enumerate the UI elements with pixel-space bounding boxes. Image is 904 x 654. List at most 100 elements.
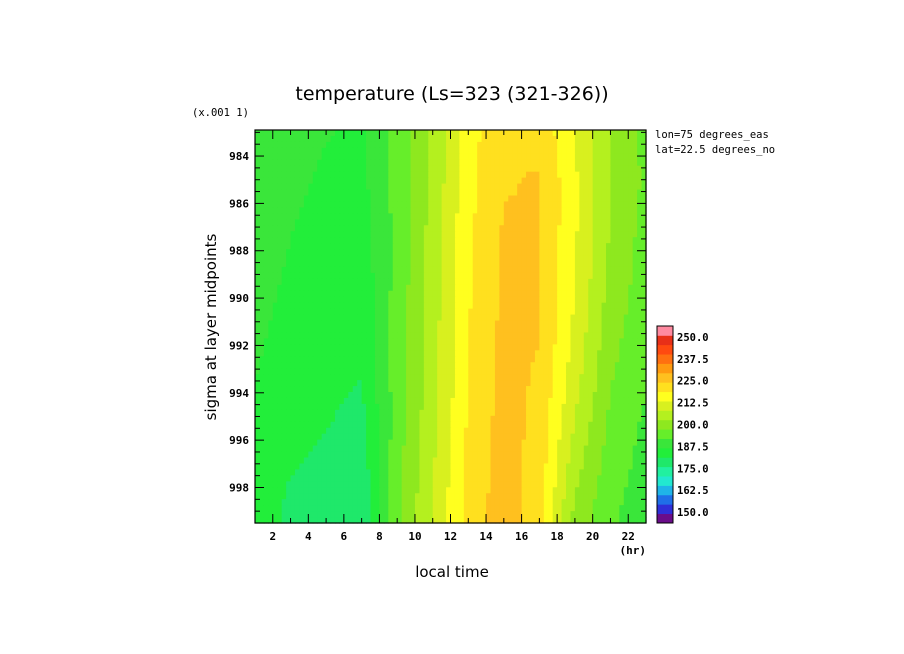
heatmap-cell <box>277 332 283 339</box>
heatmap-cell <box>637 219 643 226</box>
heatmap-cell <box>459 314 465 322</box>
heatmap-cell <box>601 415 607 423</box>
heatmap-cell <box>628 243 634 250</box>
heatmap-cell <box>388 201 394 208</box>
heatmap-cell <box>343 130 349 137</box>
heatmap-cell <box>508 284 514 292</box>
heatmap-cell <box>370 296 376 304</box>
heatmap-cell <box>383 201 389 208</box>
heatmap-cell <box>539 296 545 304</box>
heatmap-cell <box>294 374 301 381</box>
heatmap-cell <box>454 153 460 161</box>
heatmap-cell <box>330 338 336 345</box>
heatmap-cell <box>326 171 332 179</box>
heatmap-cell <box>397 421 403 429</box>
heatmap-cell <box>401 165 407 173</box>
heatmap-cell <box>370 463 376 470</box>
heatmap-cell <box>423 350 429 357</box>
heatmap-cell <box>321 165 327 173</box>
heatmap-cell <box>290 189 296 197</box>
heatmap-cell <box>317 219 323 226</box>
heatmap-cell <box>281 386 287 393</box>
heatmap-cell <box>539 255 545 262</box>
heatmap-cell <box>606 320 612 328</box>
heatmap-cell <box>508 350 514 357</box>
heatmap-cell <box>330 368 336 375</box>
heatmap-cell <box>343 403 349 411</box>
heatmap-cell <box>348 231 354 238</box>
heatmap-cell <box>499 159 505 167</box>
heatmap-cell <box>606 368 612 375</box>
heatmap-cell <box>583 147 589 155</box>
heatmap-cell <box>334 130 341 137</box>
heatmap-cell <box>286 296 292 304</box>
heatmap-cell <box>339 147 345 155</box>
heatmap-cell <box>481 463 487 470</box>
heatmap-cell <box>379 386 385 393</box>
heatmap-cell <box>308 332 314 339</box>
heatmap-cell <box>588 249 594 256</box>
heatmap-cell <box>597 338 603 345</box>
heatmap-cell <box>574 159 580 167</box>
heatmap-cell <box>357 457 363 465</box>
heatmap-cell <box>574 266 580 274</box>
heatmap-cell <box>286 225 292 232</box>
heatmap-cell <box>530 409 536 417</box>
heatmap-cell <box>583 433 589 441</box>
heatmap-cell <box>334 165 341 173</box>
heatmap-cell <box>348 159 354 167</box>
heatmap-cell <box>357 386 363 393</box>
heatmap-cell <box>321 427 327 435</box>
heatmap-cell <box>557 314 563 322</box>
heatmap-cell <box>454 439 460 447</box>
heatmap-cell <box>566 284 572 292</box>
heatmap-cell <box>486 147 492 155</box>
heatmap-cell <box>606 141 612 149</box>
heatmap-cell <box>446 195 452 203</box>
heatmap-cell <box>619 338 625 345</box>
heatmap-cell <box>503 320 509 328</box>
heatmap-cell <box>281 344 287 351</box>
heatmap-cell <box>628 403 634 411</box>
heatmap-cell <box>637 201 643 208</box>
heatmap-cell <box>623 368 629 375</box>
heatmap-cell <box>534 350 540 357</box>
heatmap-cell <box>343 237 349 244</box>
heatmap-cell <box>361 392 367 399</box>
heatmap-cell <box>268 266 274 274</box>
heatmap-cell <box>503 314 509 322</box>
heatmap-cell <box>561 177 567 185</box>
heatmap-cell <box>361 261 367 268</box>
heatmap-cell <box>272 296 278 304</box>
heatmap-cell <box>450 266 456 274</box>
heatmap-cell <box>299 195 305 203</box>
heatmap-cell <box>357 231 363 238</box>
heatmap-cell <box>614 195 620 203</box>
heatmap-cell <box>454 392 460 399</box>
heatmap-cell <box>517 421 523 429</box>
heatmap-cell <box>543 427 549 435</box>
heatmap-cell <box>357 219 363 226</box>
heatmap-cell <box>632 195 638 203</box>
heatmap-cell <box>614 183 620 191</box>
heatmap-cell <box>614 284 620 292</box>
heatmap-cell <box>312 386 318 393</box>
heatmap-cell <box>503 272 509 280</box>
heatmap-cell <box>326 177 332 185</box>
heatmap-cell <box>414 130 420 137</box>
heatmap-cell <box>450 141 456 149</box>
heatmap-cell <box>468 141 474 149</box>
heatmap-cell <box>352 272 358 280</box>
heatmap-cell <box>263 231 269 238</box>
heatmap-cell <box>526 171 532 179</box>
heatmap-cell <box>459 213 465 220</box>
heatmap-cell <box>437 135 443 143</box>
heatmap-cell <box>357 451 363 459</box>
heatmap-cell <box>437 427 443 435</box>
heatmap-cell <box>614 130 620 137</box>
heatmap-cell <box>441 153 447 161</box>
heatmap-cell <box>610 266 616 274</box>
heatmap-cell <box>277 278 283 286</box>
heatmap-cell <box>277 386 283 393</box>
heatmap-cell <box>294 135 301 143</box>
